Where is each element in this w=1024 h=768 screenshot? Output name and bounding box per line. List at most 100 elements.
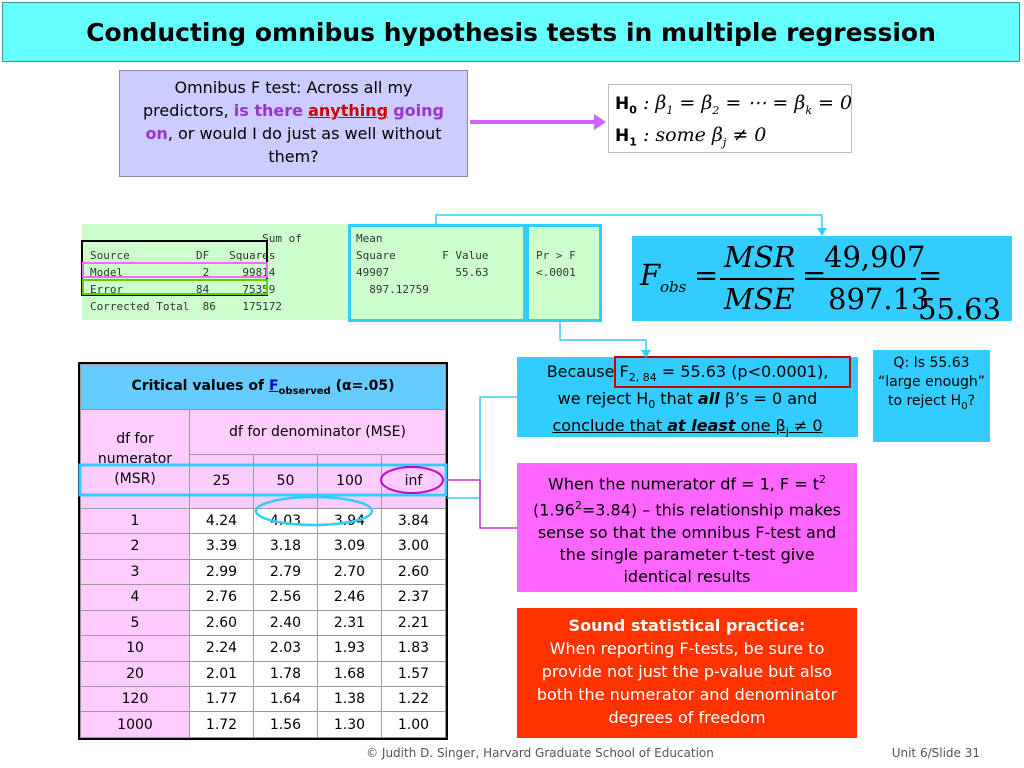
row-header: df for numerator (MSR) [80, 408, 190, 509]
anova-output-table: Sum of Source DF Squares Model 2 99814 E… [81, 224, 602, 322]
critical-value-cell: 1.78 [252, 660, 318, 687]
tbox-a: When the numerator df = 1, F = t [548, 474, 819, 494]
critical-value-cell: 3.00 [380, 533, 447, 560]
table-row: 1000 1.72 1.56 1.30 1.00 [80, 711, 447, 738]
table-row: 10 2.24 2.03 1.93 1.83 [80, 635, 447, 662]
because-b: = 55.63 (p<0.0001), [656, 362, 829, 381]
because-connector [447, 396, 517, 499]
critical-title-a: Critical values of [131, 377, 269, 394]
conclusion-box: Because F2, 84 = 55.63 (p<0.0001), we re… [517, 357, 858, 439]
critical-value-cell: 1.93 [316, 635, 382, 662]
f-symbol: F [640, 258, 661, 292]
equals-2: = [802, 258, 827, 292]
anova-mean-square-columns: Mean Square F Value 49907 55.63 897.1275… [356, 232, 489, 296]
t-squared-relationship-box: When the numerator df = 1, F = t2 (1.962… [517, 463, 857, 592]
question-end: ? [967, 393, 976, 409]
numerator-df-cell: 2 [80, 533, 190, 560]
because-a: Because F [546, 362, 629, 381]
question-box: Q: Is 55.63 “large enough” to reject H0? [873, 350, 990, 442]
f-statistic-highlight [614, 356, 851, 388]
critical-value-cell: 2.79 [252, 558, 318, 586]
critical-value-cell: 1.68 [316, 660, 382, 687]
footer-copyright: © Judith D. Singer, Harvard Graduate Sch… [366, 746, 714, 760]
critical-value-cell: 1.57 [380, 660, 447, 687]
mean-square-highlight [348, 224, 526, 322]
numerator-df-cell: 3 [80, 558, 190, 586]
numerator-df-cell: 5 [80, 609, 190, 637]
hypotheses-box: H0 : β1 = β2 = ⋯ = βk = 0 H1 : some βj ≠… [608, 84, 852, 153]
mse-label: MSE [724, 282, 795, 316]
df2-values-circle [254, 495, 374, 527]
critical-value-cell: 1.83 [380, 635, 447, 662]
h0-subk: k [805, 103, 813, 117]
critical-value-cell: 2.03 [252, 635, 318, 662]
because-at-least: at least [667, 416, 736, 436]
purple-arrow-head [594, 114, 606, 130]
h0-sub1: 1 [666, 103, 674, 117]
h0-sub: 0 [629, 103, 637, 117]
h0-sub2: 2 [712, 103, 720, 117]
critical-value-cell: 3.39 [189, 533, 254, 560]
omnibus-text-5: , or would I do just as well without the… [167, 124, 442, 166]
anova-source-columns: Sum of Source DF Squares Model 2 99814 E… [90, 232, 302, 313]
critical-value-cell: 1.22 [380, 685, 447, 713]
f-observed-formula: F obs = MSR MSE = 49,907 897.13 = 55.63 [632, 236, 1012, 326]
msr-label: MSR [724, 240, 796, 274]
because-g-sub: j [785, 425, 789, 439]
statistical-practice-box: Sound statistical practice: When reporti… [517, 608, 857, 738]
column-header: df for denominator (MSE) [189, 408, 446, 455]
critical-value-cell: 1.38 [316, 685, 382, 713]
fraction-line-1 [720, 278, 794, 280]
h1-label: H [615, 126, 630, 146]
h0-label: H [615, 94, 630, 114]
critical-value-cell: 2.60 [189, 609, 254, 637]
equals-1: = [694, 258, 719, 292]
numerator-df-cell: 1000 [80, 711, 190, 738]
tbox-c: =3.84) – this relationship makes sense s… [537, 500, 841, 586]
critical-value-cell: 3.84 [380, 507, 447, 535]
critical-value-cell: 1.77 [189, 685, 254, 713]
table-row: 3 2.99 2.79 2.70 2.60 [80, 558, 447, 586]
f-result: = 55.63 [918, 258, 1002, 326]
inf-value-circle [380, 466, 444, 494]
critical-value-cell: 2.21 [380, 609, 447, 637]
critical-value-cell: 1.00 [380, 711, 447, 738]
critical-values-table: Critical values of Fobserved (α=.05) df … [78, 362, 448, 740]
because-c-sub: 0 [648, 398, 656, 412]
because-h: ≠ 0 [788, 416, 823, 436]
omnibus-explanation: Omnibus F test: Across all my predictors… [119, 70, 468, 177]
critical-title-sub: observed [278, 385, 331, 397]
critical-values-grid: Critical values of Fobserved (α=.05) df … [80, 364, 447, 738]
practice-body: When reporting F-tests, be sure to provi… [536, 639, 838, 727]
because-d: that [655, 389, 698, 409]
omnibus-anything: anything [308, 101, 389, 120]
numerator-df-cell: 20 [80, 660, 190, 687]
table-row: 4 2.76 2.56 2.46 2.37 [80, 584, 447, 611]
critical-value-cell: 3.09 [316, 533, 382, 560]
because-g: one β [735, 416, 786, 436]
question-text: Q: Is 55.63 “large enough” to reject H [877, 355, 986, 409]
table-row: 20 2.01 1.78 1.68 1.57 [80, 660, 447, 687]
critical-value-cell: 1.72 [189, 711, 254, 738]
critical-title-f: F [268, 377, 279, 394]
numerator-df-cell: 10 [80, 635, 190, 662]
table-row: 2 3.39 3.18 3.09 3.00 [80, 533, 447, 560]
error-row-highlight [82, 279, 268, 295]
tbox-b: (1.96 [533, 500, 575, 520]
h0-expr-b: = β [673, 92, 713, 114]
omnibus-is-there: is there [233, 101, 304, 120]
h0-expr-d: = 0 [812, 92, 853, 114]
h0-expr-a: : β [642, 92, 667, 114]
df1-row-highlight [78, 463, 448, 497]
because-f: conclude that [552, 416, 668, 436]
pvalue-connector [559, 322, 647, 356]
numerator-df-cell: 4 [80, 584, 190, 611]
fraction-line-2 [820, 278, 916, 280]
critical-value-cell: 4.03 [252, 507, 318, 535]
critical-value-cell: 1.64 [252, 685, 318, 713]
omnibus-text-1: Omnibus F test: Across all my predictors… [143, 78, 413, 120]
top-connector-arrow [817, 228, 827, 236]
critical-value-cell: 2.01 [189, 660, 254, 687]
h1-sub: 1 [629, 135, 637, 149]
